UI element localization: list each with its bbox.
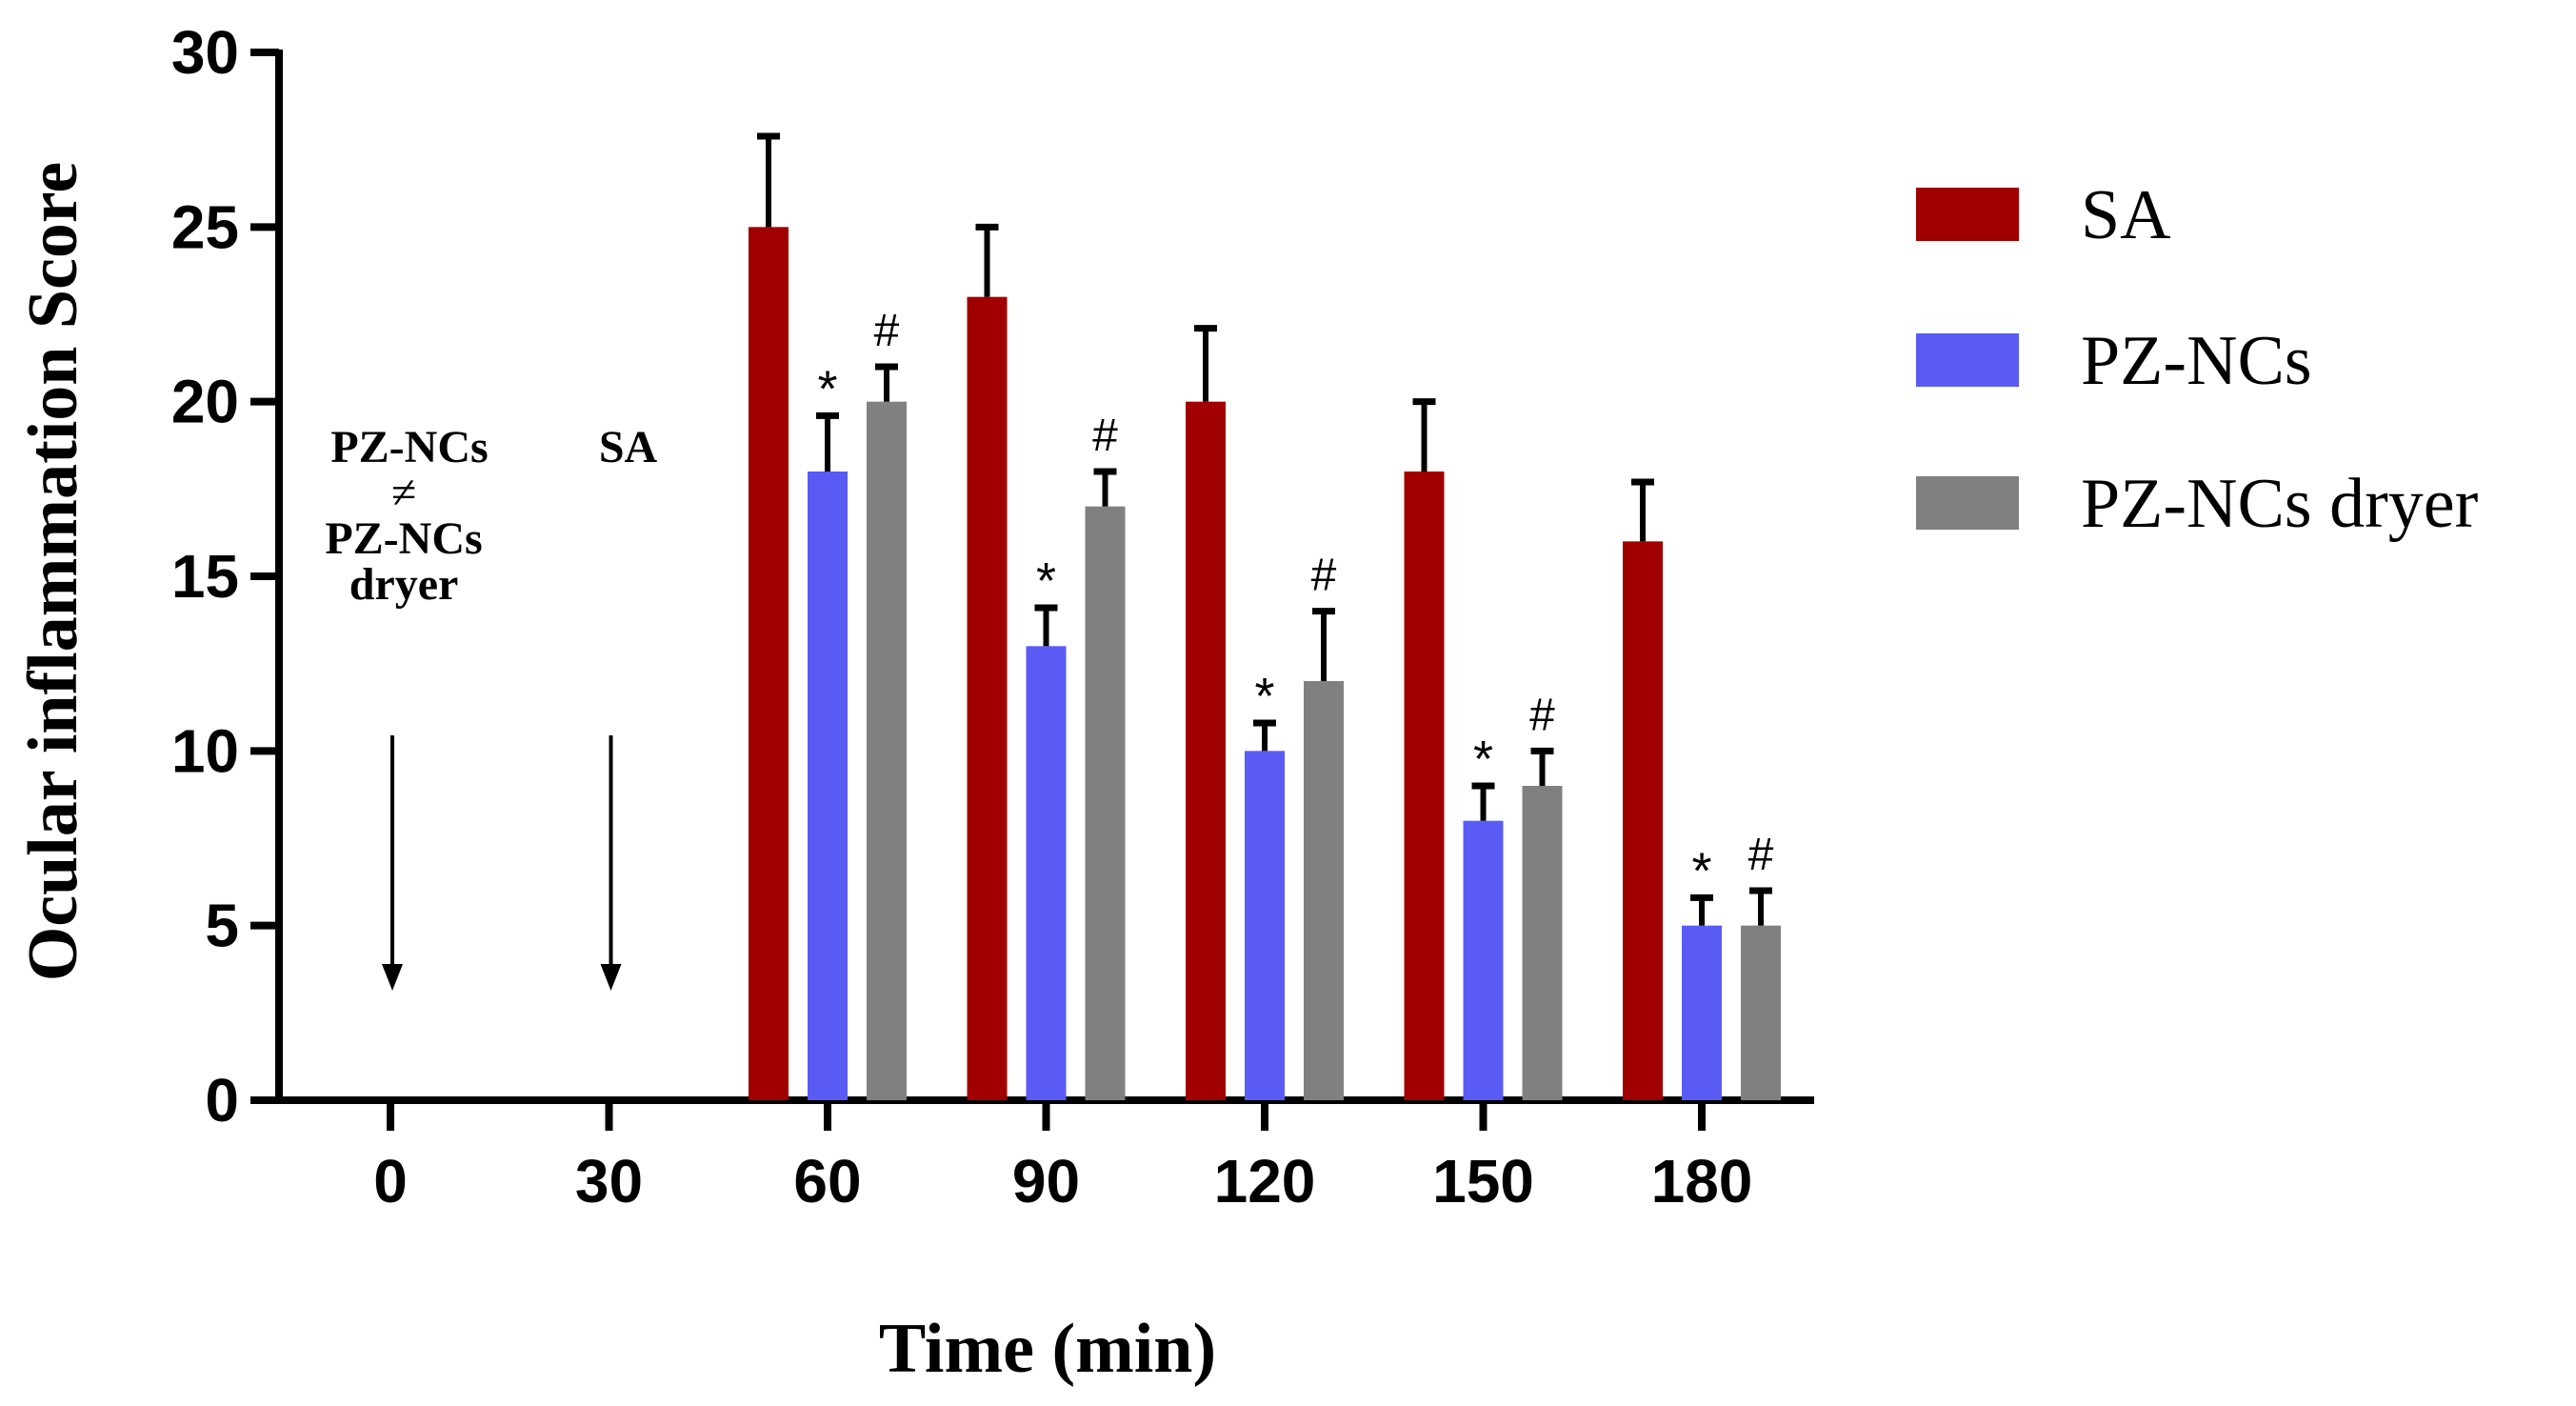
legend: SA PZ-NCs PZ-NCs dryer [1916,176,2478,543]
annotation-text: PZ-NCs [325,513,482,564]
bar [1623,541,1663,1100]
legend-swatch [1916,476,2019,530]
annotation-text: SA [599,422,658,472]
legend-swatch [1916,333,2019,387]
bar [1304,681,1344,1100]
x-axis-label: Time (min) [879,1310,1216,1388]
bars: * * * * * # # # # # [749,132,1781,1101]
bar [1741,925,1781,1100]
y-tick-label: 10 [171,716,239,785]
x-tick-label: 30 [575,1147,643,1215]
x-tick-label: 120 [1214,1147,1316,1215]
y-tick-label: 20 [171,368,239,436]
bar [1522,786,1563,1100]
significance-marker: # [1311,551,1337,601]
significance-marker: * [1691,842,1711,899]
x-tick-label: 90 [1012,1147,1080,1215]
arrow-head [600,964,622,991]
x-tick-label: 0 [373,1147,408,1215]
significance-marker: # [1092,411,1118,461]
bar [749,227,789,1101]
y-tick-label: 30 [171,18,239,87]
arrow-head [382,964,403,991]
significance-marker: # [874,306,900,356]
bar [1026,646,1067,1100]
y-tick-label: 0 [205,1066,239,1135]
significance-marker: # [1748,830,1774,880]
x-tick-label: 60 [793,1147,861,1215]
x-tick-label: 150 [1432,1147,1534,1215]
y-axis-label: Ocular inflammation Score [14,162,92,982]
significance-marker: * [1254,668,1274,725]
legend-label: PZ-NCs [2081,322,2312,400]
bar [1085,506,1126,1100]
legend-swatch [1916,188,2019,241]
significance-marker: * [1473,731,1493,788]
bar [1245,751,1285,1100]
bar [808,472,848,1100]
y-axis: 0 5 10 15 20 25 30 [171,18,283,1135]
significance-marker: * [1036,552,1056,610]
significance-marker: * [817,360,837,417]
annotation-text: dryer [349,559,459,610]
bar [867,401,907,1101]
x-tick-label: 180 [1651,1147,1753,1215]
bar [1186,401,1226,1101]
significance-marker: # [1529,690,1555,740]
y-tick-label: 15 [171,542,239,611]
y-tick-label: 25 [171,192,239,261]
y-tick-label: 5 [205,892,239,960]
bar [1463,820,1504,1100]
legend-label: SA [2081,176,2171,254]
bar [1682,925,1722,1100]
annotation-text: ≠ [391,468,416,518]
bar [1404,472,1445,1100]
x-axis: 0 30 60 90 120 150 180 [279,1096,1814,1215]
legend-label: PZ-NCs dryer [2081,465,2478,543]
bar [967,296,1008,1101]
annotation-text: PZ-NCs [330,422,488,472]
